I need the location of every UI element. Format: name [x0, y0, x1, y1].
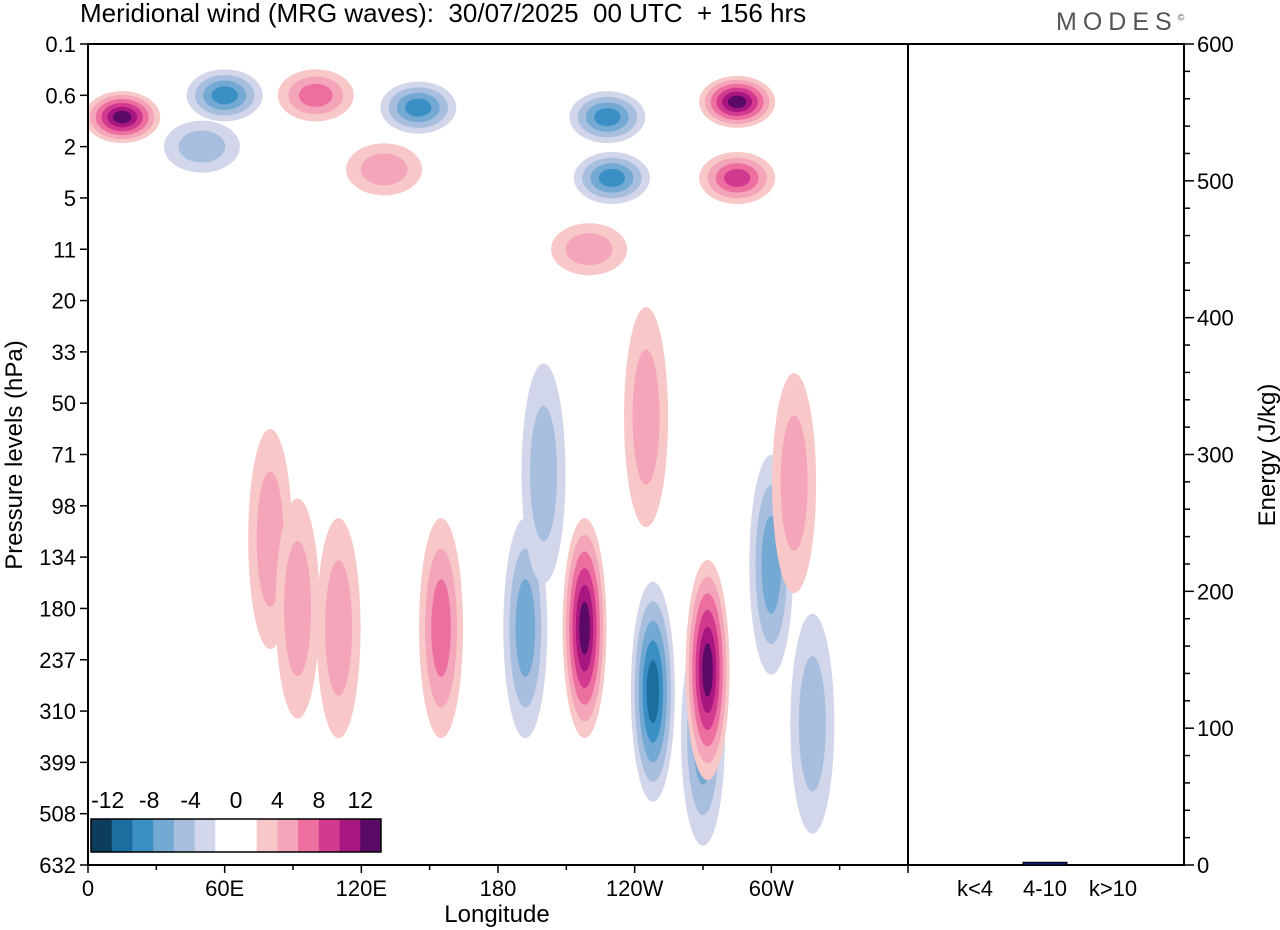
contour-blob-2-2 [298, 83, 333, 107]
brand-text: MODES [1056, 8, 1178, 36]
contour-blob-7-3 [723, 168, 751, 187]
contour-blob-9-1 [360, 153, 408, 186]
colorbar-frame [90, 818, 382, 853]
modes-logo: MODES© [1056, 8, 1184, 37]
y-tick-label: 50 [52, 391, 76, 416]
x-tick-label: 120E [336, 876, 387, 901]
y-tick-label: 98 [52, 494, 76, 519]
y-tick-label: 134 [39, 545, 76, 570]
x-axis-title: Longitude [444, 901, 549, 928]
energy-category-label: 4-10 [1023, 876, 1067, 901]
colorbar-swatch [277, 819, 299, 852]
chart-title: Meridional wind (MRG waves): 30/07/2025 … [80, 0, 807, 28]
y-axis: 0.1 0.6 2 5 11 20 33 50 71 98 134 180 237 310 399 508 63… [39, 32, 88, 878]
y-tick-label: 237 [39, 648, 76, 673]
y-tick-label: 310 [39, 699, 76, 724]
colorbar-label: -8 [139, 787, 159, 813]
colorbar-label: 8 [312, 787, 325, 813]
colorbar-swatch [194, 819, 216, 852]
y-tick-label: 399 [39, 750, 76, 775]
x-tick-label: 180 [480, 876, 517, 901]
energy-tick-label: 300 [1197, 443, 1234, 468]
colorbar-swatch [91, 819, 113, 852]
heatmap-contours [88, 69, 835, 846]
contour-blob-5-5 [727, 95, 747, 109]
colorbar-swatch [153, 819, 175, 852]
colorbar-swatch [173, 819, 195, 852]
energy-tick-label: 600 [1197, 32, 1234, 57]
y-tick-label: 0.1 [45, 32, 76, 57]
x-tick-label: 0 [82, 876, 94, 901]
colorbar-label: 0 [230, 787, 243, 813]
contour-blob-15-2 [431, 579, 451, 677]
y-tick-label: 11 [53, 237, 76, 262]
y-tick-label: 508 [39, 802, 76, 827]
contour-blob-0-5 [112, 110, 132, 124]
energy-category-label: k<4 [957, 876, 993, 901]
colorbar-label: -4 [180, 787, 201, 813]
y-tick-label: 0.6 [45, 83, 76, 108]
contour-blob-22-1 [632, 349, 660, 485]
x-tick-label: 60E [205, 876, 244, 901]
contour-blob-18-4 [646, 660, 660, 724]
y-tick-label: 632 [39, 853, 76, 878]
y-tick-label: 20 [52, 289, 76, 314]
x-tick-label: 120W [606, 876, 664, 901]
energy-bars: k<4 4-10 k>10 [952, 861, 1137, 901]
contour-blob-24-1 [798, 656, 826, 792]
energy-bar-1 [1022, 861, 1068, 866]
y-axis-title: Pressure levels (hPa) [1, 340, 28, 569]
contour-blob-3-3 [405, 98, 432, 117]
energy-tick-label: 0 [1197, 853, 1209, 878]
colorbar: -12 -8 -4 0 4 8 12 [90, 787, 382, 853]
energy-axis-title: Energy (J/kg) [1254, 384, 1280, 527]
contour-blob-1-3 [211, 86, 238, 105]
bar-panel-frame [907, 43, 1185, 866]
contour-blob-13-1 [284, 540, 312, 677]
colorbar-label: 4 [271, 787, 284, 813]
contour-blob-16-2 [515, 579, 536, 677]
contour-blob-21-1 [780, 415, 808, 551]
colorbar-swatch [132, 819, 154, 852]
contour-blob-4-3 [594, 108, 621, 127]
contour-blob-8-1 [178, 130, 226, 163]
colorbar-swatch [298, 819, 320, 852]
colorbar-swatch [111, 819, 133, 852]
contour-blob-19-5 [702, 643, 713, 697]
colorbar-swatch [215, 819, 237, 852]
y-tick-label: 180 [39, 596, 76, 621]
colorbar-swatch [256, 819, 278, 852]
colorbar-swatch [360, 819, 382, 852]
colorbar-label: 12 [347, 787, 373, 813]
y-tick-label: 33 [52, 340, 76, 365]
contour-blob-14-1 [325, 560, 353, 696]
energy-tick-label: 200 [1197, 579, 1234, 604]
energy-category-label: k>10 [1089, 876, 1137, 901]
colorbar-swatch [339, 819, 361, 852]
contour-blob-6-3 [598, 168, 626, 187]
energy-axis: 0 100 200 300 400 500 600 [1184, 32, 1234, 878]
energy-tick-label: 500 [1197, 169, 1234, 194]
y-tick-label: 5 [64, 186, 76, 211]
contour-blob-17-5 [579, 601, 590, 655]
colorbar-swatch [236, 819, 258, 852]
colorbar-label: -12 [91, 787, 124, 813]
x-axis: 0 60E 120E 180 120W 60W [82, 865, 909, 901]
contour-blob-10-1 [565, 233, 613, 266]
colorbar-swatch [318, 819, 340, 852]
x-tick-label: 60W [749, 876, 794, 901]
y-tick-label: 71 [52, 443, 76, 468]
brand-mark: © [1177, 12, 1185, 23]
contour-blob-23-1 [530, 405, 558, 542]
energy-tick-label: 100 [1197, 716, 1234, 741]
y-tick-label: 2 [64, 135, 76, 160]
energy-tick-label: 400 [1197, 306, 1234, 331]
